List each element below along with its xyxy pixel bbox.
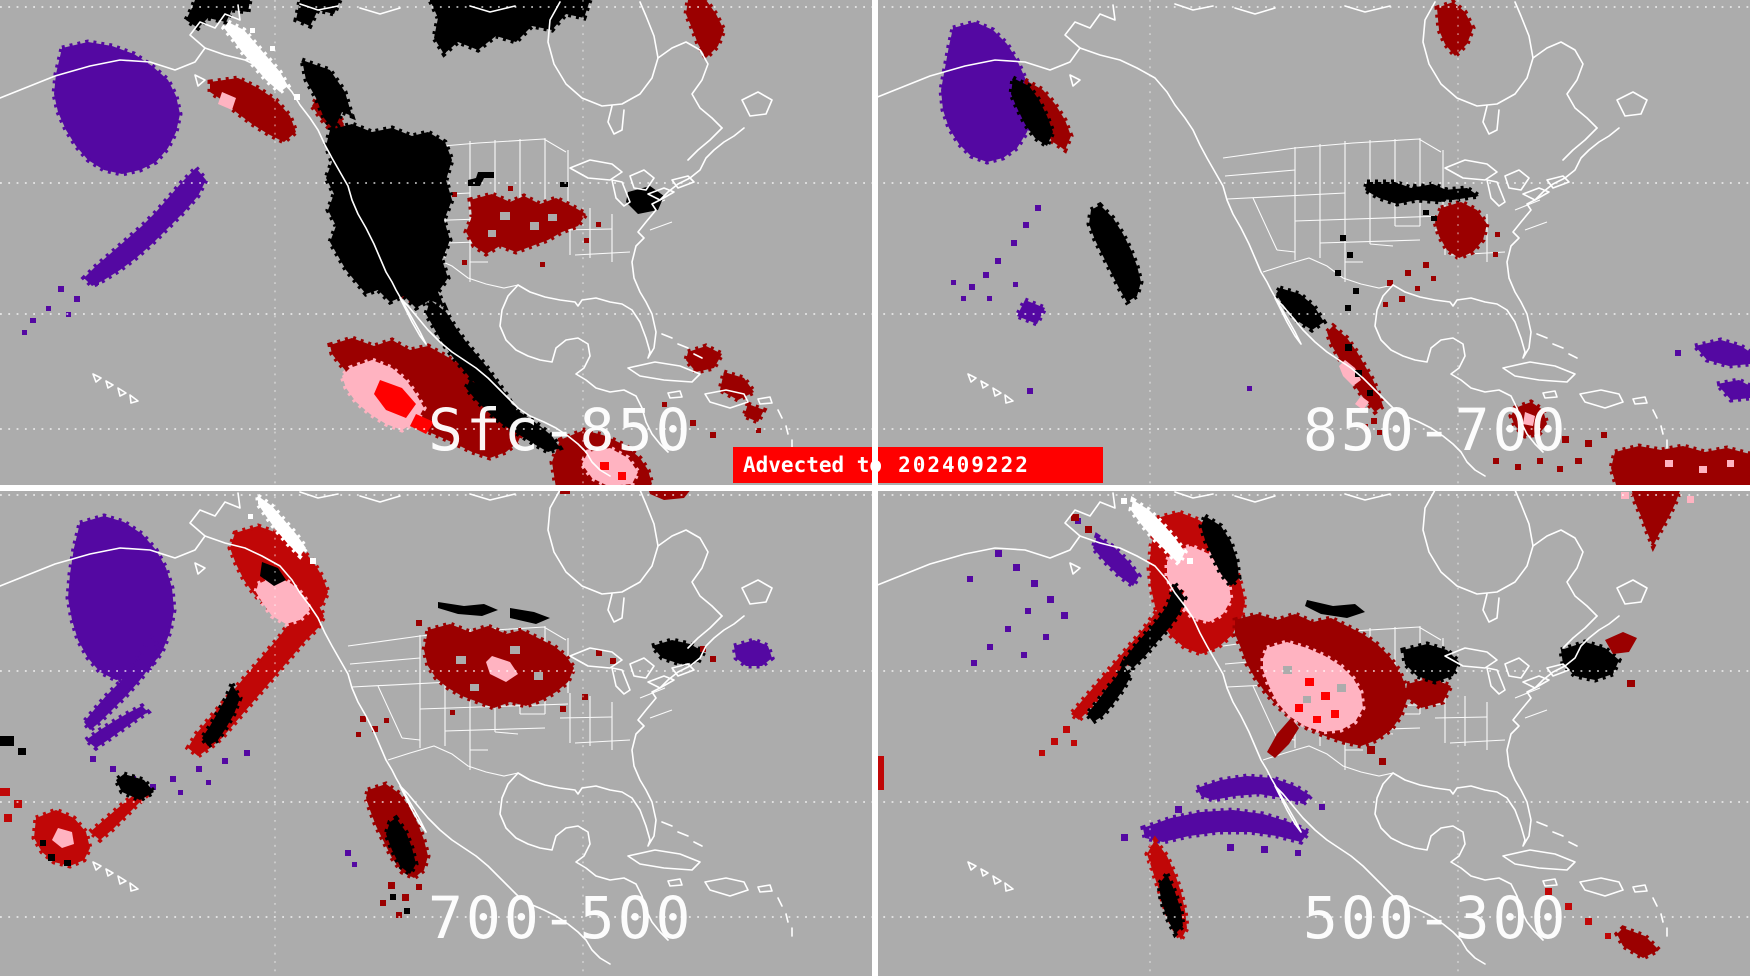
data-layer-850-700 [938, 0, 1750, 488]
quadrant-divider-horizontal [0, 485, 1750, 491]
panel-700-500: 700-500 [0, 488, 875, 976]
panel-label-sfc-850: Sfc-850 [428, 396, 694, 464]
panel-500-300: 500-300 [875, 488, 1750, 976]
map-canvas-500-300 [875, 488, 1750, 976]
data-layer-700-500 [0, 488, 775, 918]
data-layer-500-300 [875, 488, 1694, 961]
panel-850-700: 850-700 [875, 0, 1750, 488]
panel-sfc-850: Sfc-850 [0, 0, 875, 488]
banner-timestamp: 202409222 [898, 453, 1030, 477]
panel-label-700-500: 700-500 [428, 884, 694, 952]
banner-label: Advected to [743, 453, 883, 477]
map-canvas-sfc-850 [0, 0, 875, 488]
advection-time-banner: Advected to 202409222 [733, 447, 1103, 483]
panel-label-850-700: 850-700 [1303, 396, 1569, 464]
data-layer-sfc-850 [22, 0, 768, 488]
panel-label-500-300: 500-300 [1303, 884, 1569, 952]
map-canvas-850-700 [875, 0, 1750, 488]
map-canvas-700-500 [0, 488, 875, 976]
